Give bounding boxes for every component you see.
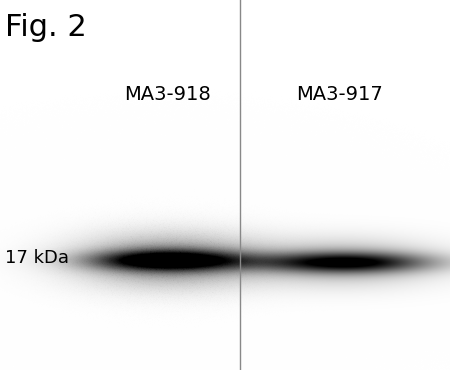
Text: MA3-917: MA3-917: [297, 85, 383, 104]
Text: MA3-918: MA3-918: [125, 85, 212, 104]
Text: 17 kDa: 17 kDa: [5, 249, 69, 267]
Text: Fig. 2: Fig. 2: [5, 13, 87, 43]
